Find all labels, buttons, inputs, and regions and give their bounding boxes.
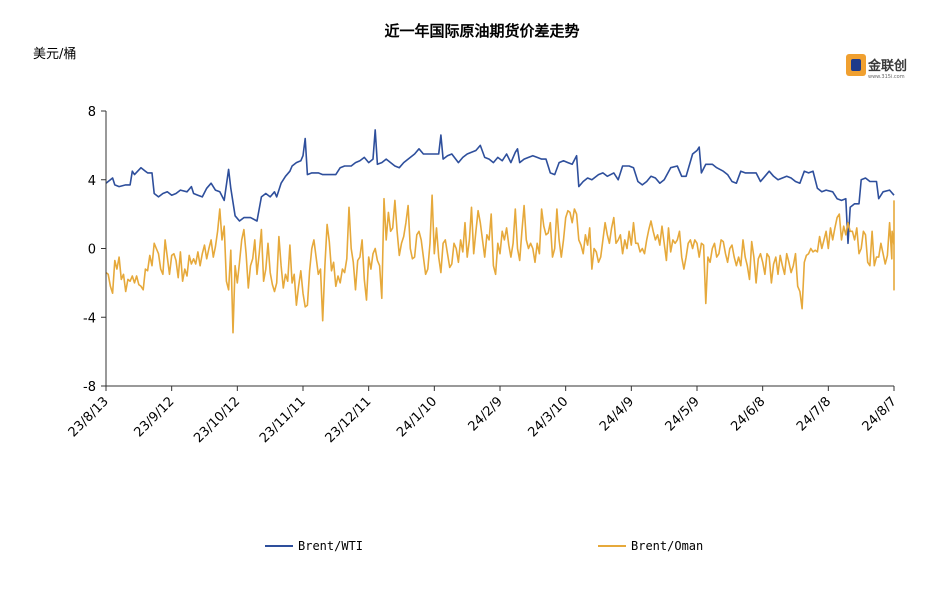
series-line-brent-wti: [105, 129, 895, 245]
x-tick-label: 24/7/8: [794, 394, 834, 434]
legend: Brent/WTI Brent/Oman: [265, 539, 703, 553]
y-tick-label: 0: [88, 243, 96, 258]
x-tick-label: 24/8/7: [860, 394, 900, 434]
logo-text: 金联创: [867, 58, 907, 74]
x-tick-label: 24/5/9: [663, 394, 703, 434]
logo: 金联创 www.315i.com: [846, 54, 907, 80]
x-tick-label: 23/9/12: [131, 394, 177, 440]
x-tick-label: 23/8/13: [66, 394, 112, 440]
y-tick-label: -4: [83, 311, 96, 326]
y-tick-label: 4: [88, 174, 96, 189]
logo-subtext: www.315i.com: [868, 74, 905, 80]
legend-label-brent-wti: Brent/WTI: [298, 539, 363, 553]
series-line-brent-oman: [105, 194, 895, 334]
axes: -8 -4 0 4 8 23/8/13 23/9/12 23/10/12 23/11/11 23/…: [66, 105, 900, 446]
x-tick-label: 23/12/11: [323, 394, 375, 446]
y-tick-label: -8: [83, 380, 96, 395]
legend-label-brent-oman: Brent/Oman: [631, 539, 703, 553]
legend-item-brent-oman: Brent/Oman: [598, 539, 703, 553]
x-tick-label: 24/4/9: [597, 394, 637, 434]
chart-title: 近一年国际原油期货价差走势: [384, 22, 579, 40]
x-tick-label: 23/11/11: [257, 394, 309, 446]
x-tick-label: 23/10/12: [191, 394, 243, 446]
logo-mark-inner: [851, 59, 861, 71]
y-axis-unit-label: 美元/桶: [33, 47, 76, 62]
x-tick-label: 24/6/8: [728, 394, 768, 434]
x-tick-label: 24/2/9: [466, 394, 506, 434]
legend-item-brent-wti: Brent/WTI: [265, 539, 363, 553]
plot-area: [105, 129, 895, 334]
x-tick-label: 24/1/10: [394, 394, 440, 440]
y-tick-label: 8: [88, 105, 96, 120]
x-tick-label: 24/3/10: [525, 394, 571, 440]
